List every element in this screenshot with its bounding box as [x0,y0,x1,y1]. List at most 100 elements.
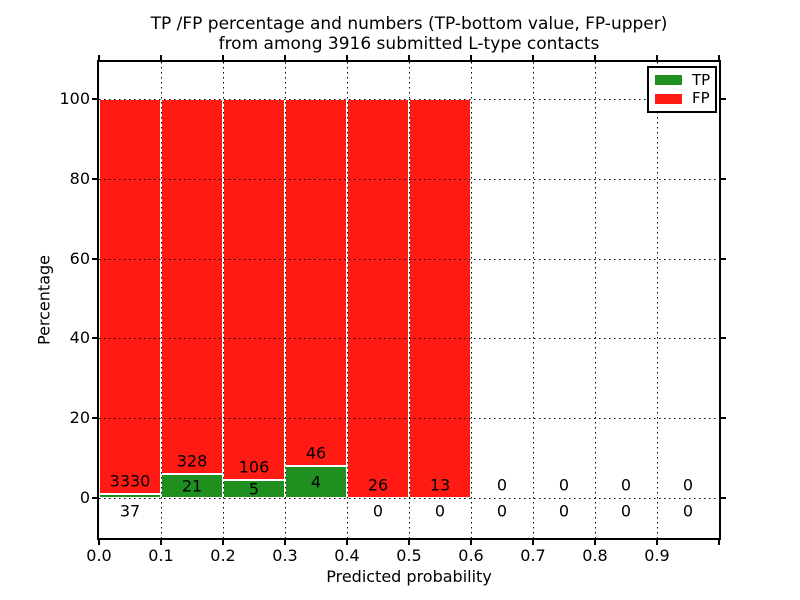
y-tick [721,417,726,420]
fp-count-label: 0 [496,475,508,495]
fp-bar-segment [409,99,471,498]
horizontal-gridline [99,258,719,260]
x-tick [470,540,472,545]
x-tick [284,540,286,545]
vertical-gridline [285,62,286,538]
x-tick [160,540,162,545]
y-tick-label: 100 [59,89,90,108]
y-tick [721,177,726,180]
fp-count-label: 0 [682,475,694,495]
tp-count-label: 5 [248,479,260,499]
fp-count-label: 26 [367,475,389,495]
fp-count-label: 106 [238,457,270,477]
x-tick [160,55,162,60]
y-tick-label: 60 [69,248,90,268]
x-tick [656,55,658,60]
legend-entry: FP [655,89,710,108]
legend-label: FP [692,89,710,108]
x-tick [98,540,100,545]
fp-bar-segment [161,99,223,474]
y-tick-label: 40 [69,328,90,348]
x-tick [532,540,534,545]
x-tick [408,55,410,60]
x-tick [656,540,658,545]
horizontal-gridline [99,418,719,420]
plot-canvas [99,62,719,538]
vertical-gridline [223,62,224,538]
tp-count-label: 0 [434,501,446,521]
x-tick [284,55,286,60]
horizontal-gridline [99,99,719,100]
tp-count-label: 0 [496,501,508,521]
vertical-gridline [533,62,534,538]
chart-title-line1: TP /FP percentage and numbers (TP-bottom… [150,14,668,34]
x-tick [718,540,720,545]
y-tick [721,497,726,499]
legend-label: TP [692,70,711,89]
x-tick [594,540,596,545]
x-tick [222,540,224,545]
tp-count-label: 4 [310,472,322,492]
fp-count-label: 13 [429,475,451,495]
fp-count-label: 0 [558,475,570,495]
horizontal-gridline [99,178,719,180]
y-tick [92,337,97,340]
x-tick-label: 0.0 [86,546,112,565]
tp-count-label: 21 [181,476,203,496]
tp-bar-segment [161,473,223,498]
tp-count-label: 0 [558,501,570,521]
y-tick [92,497,97,499]
x-tick [408,540,410,545]
legend: TP FP [647,66,717,113]
x-tick-label: 0.9 [644,546,670,565]
x-tick [532,55,534,60]
y-tick [92,98,97,100]
legend-swatch-fp [655,93,682,104]
y-tick [92,177,97,180]
legend-swatch-tp [655,75,682,86]
x-tick-label: 0.1 [148,546,174,565]
chart-title-line2: from among 3916 submitted L-type contact… [218,34,600,54]
x-tick [718,55,720,60]
x-tick-label: 0.3 [272,546,298,565]
x-tick-label: 0.7 [520,546,546,565]
y-tick [721,257,726,260]
vertical-gridline [595,62,596,538]
x-axis-label: Predicted probability [326,567,492,586]
x-tick-label: 0.6 [458,546,484,565]
vertical-gridline [657,62,658,538]
x-tick-label: 0.2 [210,546,236,565]
vertical-gridline [471,62,472,538]
x-tick [222,55,224,60]
y-tick [92,257,97,260]
tp-count-label: 0 [372,501,384,521]
tp-bar-segment [99,493,161,498]
vertical-gridline [409,62,410,538]
x-tick [346,540,348,545]
legend-entry: TP [655,70,711,89]
tp-count-label: 0 [682,501,694,521]
horizontal-gridline [99,338,719,340]
vertical-gridline [347,62,348,538]
x-tick [346,55,348,60]
y-tick [92,417,97,420]
x-tick [594,55,596,60]
x-tick-label: 0.5 [396,546,422,565]
fp-count-label: 46 [305,443,327,463]
fp-bar-segment [223,99,285,481]
y-tick-label: 80 [69,168,90,188]
fp-count-label: 3330 [109,471,151,491]
x-tick-label: 0.4 [334,546,360,565]
tp-count-label: 37 [119,501,141,521]
x-tick-label: 0.8 [582,546,608,565]
fp-bar-segment [99,99,161,494]
chart-title: TP /FP percentage and numbers (TP-bottom… [99,14,719,54]
horizontal-gridline [99,498,719,499]
y-tick [721,98,726,100]
fp-count-label: 0 [620,475,632,495]
y-tick [721,337,726,340]
tp-count-label: 0 [620,501,632,521]
y-tick-label: 20 [69,408,90,428]
x-tick [470,55,472,60]
